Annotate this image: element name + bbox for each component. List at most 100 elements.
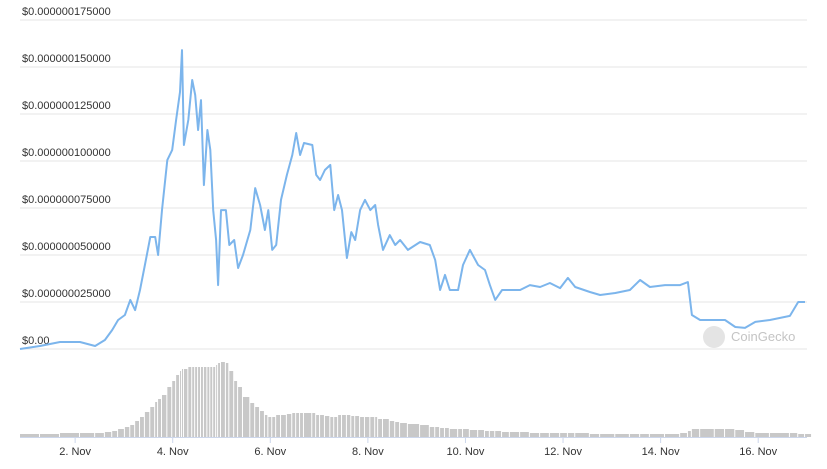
volume-bar [268,417,272,437]
volume-bar [210,367,213,437]
volume-bar [130,425,135,437]
y-tick-label: $0.000000150000 [22,53,111,65]
volume-bar [320,415,324,437]
volume-bar [260,411,264,437]
volume-bar [560,433,567,437]
volume-bar [234,381,238,437]
volume-bar [255,407,260,437]
volume-bar [615,434,629,437]
volume-bar [286,414,292,437]
volume-bar [281,415,286,437]
volume-bar [60,433,80,437]
volume-bar [420,425,429,437]
volume-bar [316,415,320,437]
x-tick-label: 2. Nov [59,446,91,458]
volume-bar [272,417,276,437]
volume-bar [435,427,440,437]
volume-bar [478,430,484,437]
volume-bar [292,413,296,437]
volume-bar [549,433,560,437]
volume-bar [118,429,124,437]
y-tick-label: $0.00 [22,335,50,347]
volume-bar [192,367,195,437]
volume-bar [509,432,520,437]
volume-bar [489,431,495,437]
volume-bar [449,429,458,437]
volume-bar [218,363,221,437]
volume-bar [183,369,188,437]
volume-bar [389,421,395,437]
volume-bar [238,387,242,437]
volume-bar [444,428,449,437]
volume-bar [458,429,463,437]
volume-bar [429,427,435,437]
y-tick-label: $0.000000100000 [22,147,111,159]
y-tick-label: $0.000000025000 [22,288,111,300]
volume-bar [735,430,745,437]
volume-bar [789,433,798,437]
watermark-text: CoinGecko [731,329,795,344]
volume-bar [440,428,444,437]
x-tick-label: 16. Nov [739,446,777,458]
y-tick-label: $0.000000125000 [22,100,111,112]
volume-bar [104,432,112,437]
volume-bar [330,417,334,437]
volume-bar [520,432,529,437]
volume-bar [346,415,351,437]
volume-bar [312,413,316,437]
volume-bar [112,431,118,437]
watermark: CoinGecko [703,326,795,348]
volume-bar [80,433,95,437]
volume-bar [687,431,691,437]
volume-bar [135,421,140,437]
volume-bar [124,427,130,437]
price-line [19,49,805,350]
volume-bar [691,429,700,437]
volume-bar [264,415,268,437]
x-tick-label: 10. Nov [447,446,485,458]
volume-bar [383,419,389,437]
volume-bar [324,416,330,437]
volume-bar [242,397,250,437]
volume-bar [495,431,502,437]
volume-bar [167,387,172,437]
volume-bar [216,365,218,437]
volume-bar [370,417,375,437]
volume-bar [600,434,615,437]
volume-bar [95,433,104,437]
volume-bar [395,422,400,437]
x-tick-label: 8. Nov [352,446,384,458]
volume-bar [342,415,346,437]
volume-bar [203,367,207,437]
volume-bar [144,412,150,437]
volume-bar [195,367,198,437]
watermark-logo [703,326,725,348]
volume-bar [181,369,183,437]
volume-bar [375,417,378,437]
volume-bar [172,381,176,437]
volume-bar [680,433,687,437]
volume-bar [225,363,229,437]
volume-bar [725,429,735,437]
volume-bar [805,434,812,437]
volume-bar [303,413,312,437]
volume-bar [360,417,364,437]
volume-bar [502,432,509,437]
volume-bar [276,415,281,437]
x-tick-label: 4. Nov [157,446,189,458]
volume-bar [221,362,225,437]
volume-bar [364,417,370,437]
volume-bar [188,367,192,437]
volume-bar [296,413,300,437]
volume-bar [338,415,342,437]
volume-bar [355,416,360,437]
volume-bar [540,433,549,437]
volume-bar [229,371,234,437]
y-tick-label: $0.000000075000 [22,194,111,206]
volume-bar [155,402,158,437]
volume-bar [213,367,216,437]
volume-bar [351,416,355,437]
x-tick-label: 12. Nov [544,446,582,458]
volume-bar [176,375,180,437]
